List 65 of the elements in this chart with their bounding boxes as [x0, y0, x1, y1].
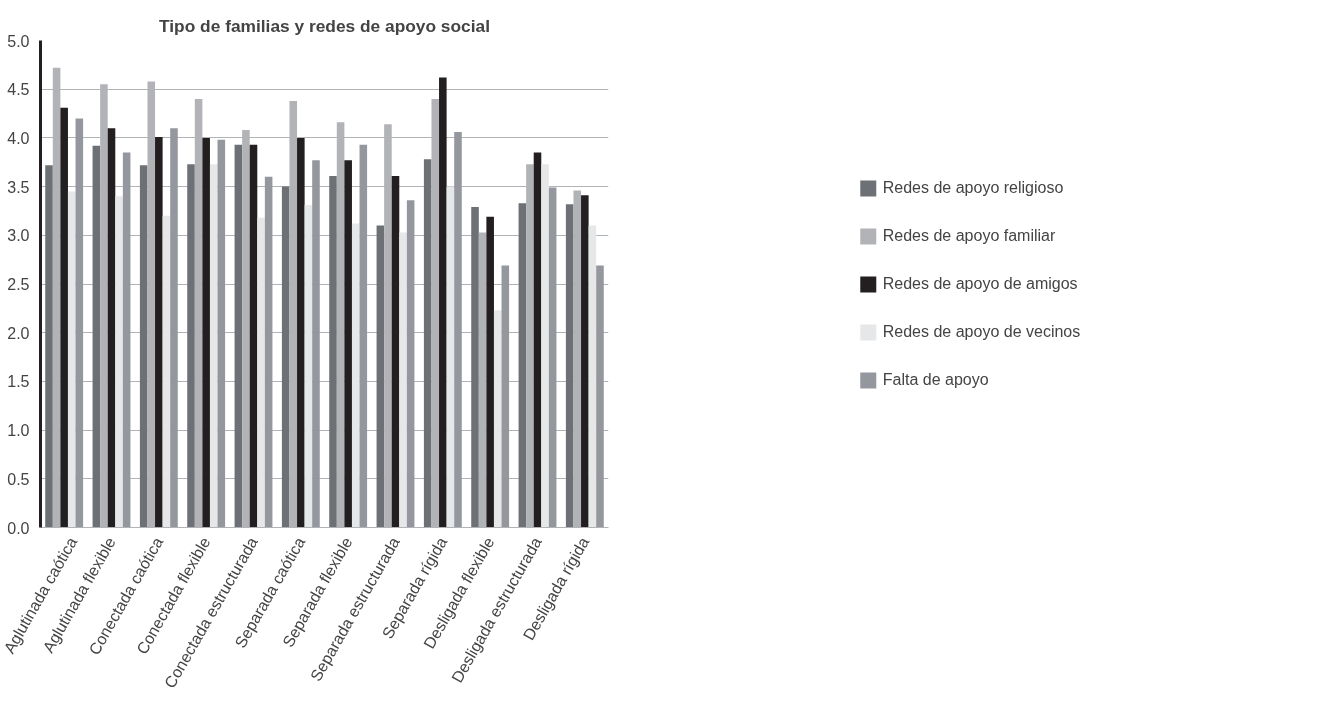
bar	[209, 164, 218, 528]
legend-label: Redes de apoyo de amigos	[882, 274, 1078, 293]
bar	[493, 310, 502, 528]
bar	[588, 225, 597, 528]
bar	[281, 186, 290, 528]
y-tick-label: 4.0	[7, 129, 30, 147]
bar	[234, 144, 243, 528]
y-tick-label: 1.5	[7, 373, 30, 391]
bar	[257, 217, 265, 528]
bar	[596, 265, 604, 528]
bar	[155, 136, 163, 528]
bar	[541, 164, 549, 528]
bar	[501, 265, 510, 528]
y-tick-label: 3.5	[7, 178, 30, 196]
bar	[139, 165, 148, 528]
bar	[75, 118, 84, 528]
bar	[312, 160, 320, 528]
bar	[581, 195, 589, 528]
y-tick-label: 2.0	[7, 324, 30, 342]
bar	[329, 175, 337, 528]
bar	[67, 191, 76, 528]
bar	[264, 176, 273, 528]
bar	[202, 137, 210, 528]
legend-label: Redes de apoyo religioso	[882, 178, 1064, 197]
bar	[249, 144, 258, 528]
bar	[45, 165, 53, 528]
bar	[60, 107, 68, 528]
bar	[454, 132, 462, 528]
bar	[351, 223, 360, 528]
y-tick-label: 0.0	[7, 519, 30, 537]
bar	[115, 196, 123, 528]
bar	[376, 225, 385, 528]
y-tick-label: 2.5	[7, 276, 30, 293]
bar	[187, 164, 195, 528]
y-tick-label: 5.0	[7, 32, 30, 50]
bar	[170, 128, 178, 528]
bar	[533, 152, 542, 528]
chart-title: Tipo de familias y redes de apoyo social	[159, 15, 490, 36]
bar	[391, 175, 400, 528]
legend-label: Redes de apoyo de vecinos	[882, 322, 1081, 341]
bar	[107, 128, 116, 528]
bar	[162, 215, 171, 528]
bar	[486, 216, 494, 528]
bar	[304, 205, 313, 528]
y-tick-label: 1.0	[7, 422, 30, 440]
bar	[359, 144, 368, 528]
bar	[565, 204, 574, 528]
bar	[446, 186, 455, 528]
bar	[406, 200, 415, 528]
bar	[518, 203, 527, 528]
bar	[297, 137, 305, 528]
y-tick-label: 0.5	[7, 470, 30, 488]
bar	[423, 159, 432, 528]
bar	[92, 145, 101, 528]
legend-label: Redes de apoyo familiar	[882, 226, 1056, 245]
bar	[217, 139, 226, 528]
bar	[548, 187, 557, 528]
bar	[471, 207, 479, 528]
y-tick-label: 4.5	[7, 81, 30, 99]
bar	[399, 232, 407, 528]
bar	[439, 77, 447, 528]
bar	[344, 160, 352, 528]
bar	[122, 152, 131, 528]
y-tick-label: 3.0	[7, 227, 30, 245]
legend-label: Falta de apoyo	[882, 370, 989, 389]
